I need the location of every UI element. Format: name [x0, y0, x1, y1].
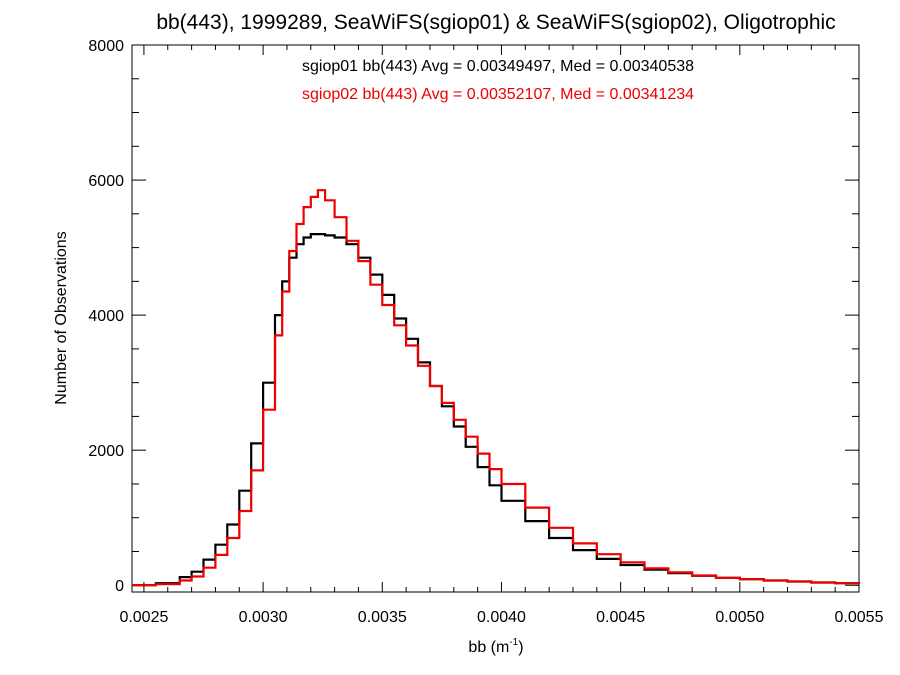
x-axis-ticks: 0.0025 0.0030 0.0035 0.0040 0.0045 0.0050 0.00…: [119, 45, 884, 626]
y-tick-label: 0: [115, 578, 124, 595]
x-tick-label: 0.0055: [835, 609, 884, 626]
x-tick-label: 0.0045: [596, 609, 645, 626]
annotation-sgiop02: sgiop02 bb(443) Avg = 0.00352107, Med = …: [302, 86, 694, 103]
histogram-series-1: [132, 233, 861, 587]
y-tick-label: 2000: [88, 443, 124, 460]
y-tick-label: 6000: [88, 173, 124, 190]
x-tick-label: 0.0035: [358, 609, 407, 626]
annotation-sgiop01: sgiop01 bb(443) Avg = 0.00349497, Med = …: [302, 58, 694, 75]
y-tick-label: 8000: [88, 38, 124, 55]
x-axis-label-close: ): [518, 639, 523, 656]
x-axis-label: bb (m-1): [468, 637, 523, 656]
chart-title: bb(443), 1999289, SeaWiFS(sgiop01) & Sea…: [156, 11, 835, 34]
histogram-series-2: [132, 189, 861, 587]
x-axis-label-superscript: -1: [509, 637, 518, 648]
y-axis-label: Number of Observations: [53, 231, 70, 404]
y-axis-ticks: 0 2000 4000 6000 8000: [88, 38, 859, 595]
x-tick-label: 0.0030: [239, 609, 288, 626]
x-tick-label: 0.0050: [715, 609, 764, 626]
y-tick-label: 4000: [88, 308, 124, 325]
plot-frame: [131, 44, 860, 593]
x-tick-label: 0.0040: [477, 609, 526, 626]
x-tick-label: 0.0025: [119, 609, 168, 626]
series-layer: [132, 189, 861, 587]
x-axis-label-main: bb (m: [468, 639, 509, 656]
